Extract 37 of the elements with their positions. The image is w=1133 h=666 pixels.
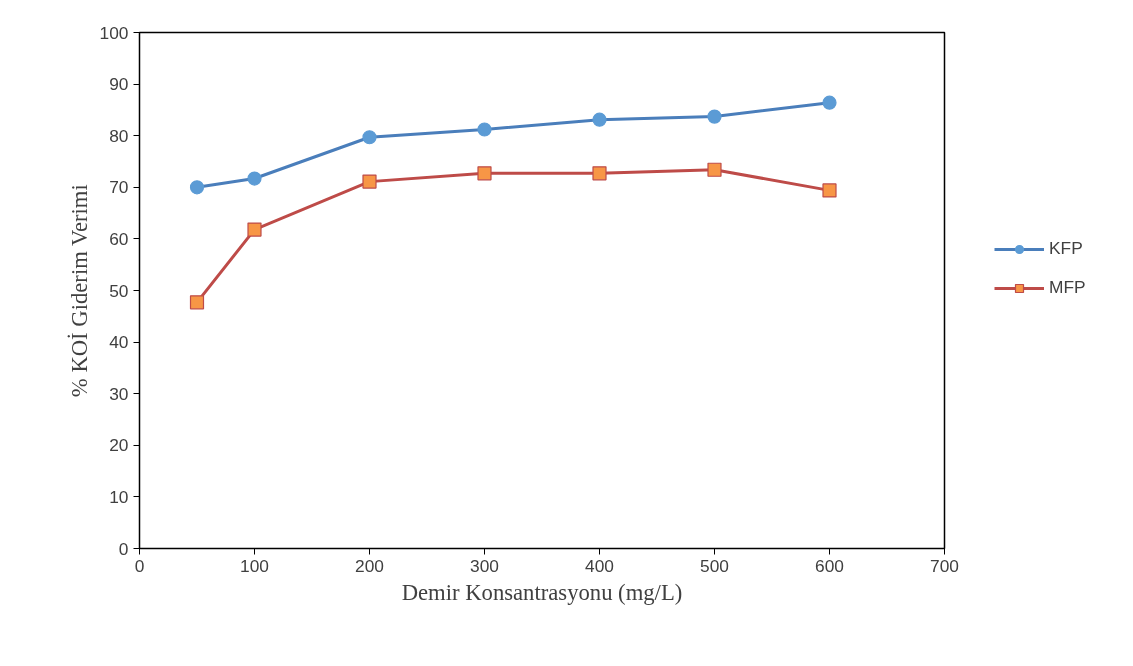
point [822, 95, 837, 110]
x-tick-label: 200 [355, 555, 384, 576]
point [247, 171, 262, 186]
point [592, 112, 607, 127]
y-tick-label: 90 [109, 74, 129, 95]
y-tick-label: 80 [109, 125, 129, 146]
y-tick-label: 0 [118, 538, 129, 559]
x-tick-label: 600 [815, 555, 844, 576]
y-tick-label: 20 [109, 435, 129, 456]
y-tick-label: 70 [109, 177, 129, 198]
point [822, 183, 837, 198]
point [477, 122, 492, 137]
point [477, 166, 492, 181]
x-tick-label: 100 [240, 555, 269, 576]
legend-label: KFP [1049, 238, 1083, 259]
x-tick-label: 0 [134, 555, 145, 576]
y-tick-label: 10 [109, 486, 129, 507]
y-tick-label: 60 [109, 228, 129, 249]
y-tick-label: 30 [109, 383, 129, 404]
point [362, 130, 377, 145]
point [247, 222, 262, 237]
x-axis-title: Demir Konsantrasyonu (mg/L) [401, 579, 683, 605]
y-tick-label: 40 [109, 332, 129, 353]
point [189, 180, 205, 195]
y-tick-label: 50 [109, 280, 129, 301]
point [362, 174, 377, 189]
point [592, 166, 607, 181]
legend-label: MFP [1049, 277, 1086, 298]
point [707, 109, 722, 124]
y-tick-label: 100 [99, 22, 129, 43]
point [189, 295, 205, 310]
x-tick-label: 400 [585, 555, 614, 576]
x-tick-label: 300 [470, 555, 499, 576]
point [707, 162, 722, 177]
y-axis-title: % KOİ Giderim Verimi [66, 184, 92, 398]
x-tick-label: 500 [700, 555, 729, 576]
x-tick-label: 700 [930, 555, 959, 576]
